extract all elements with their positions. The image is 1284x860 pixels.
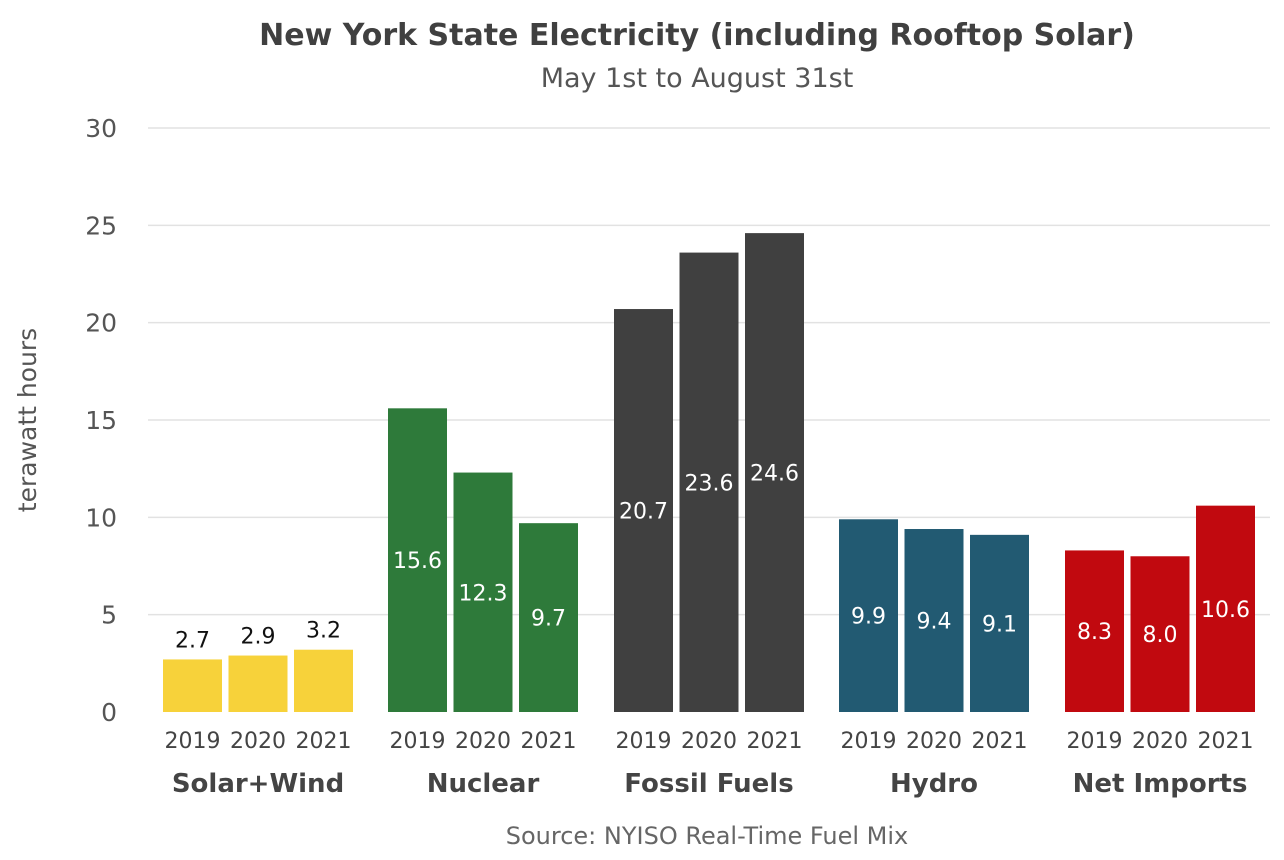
bar (839, 519, 898, 712)
group-label: Net Imports (1073, 769, 1248, 799)
x-tick-label: 2020 (455, 729, 511, 754)
bar (614, 309, 673, 712)
x-tick-label: 2020 (681, 729, 737, 754)
x-tick-label: 2019 (390, 729, 446, 754)
data-label: 9.4 (917, 610, 952, 635)
group-label: Nuclear (427, 769, 540, 799)
data-label: 9.1 (982, 612, 1017, 637)
source-note: Source: NYISO Real-Time Fuel Mix (506, 822, 909, 850)
group-label: Hydro (890, 769, 978, 799)
x-tick-label: 2021 (521, 729, 577, 754)
data-label: 15.6 (393, 549, 442, 574)
x-tick-label: 2020 (906, 729, 962, 754)
chart-title: New York State Electricity (including Ro… (259, 18, 1135, 53)
data-label: 2.7 (175, 628, 210, 653)
y-axis-label: terawatt hours (13, 328, 42, 512)
x-tick-label: 2021 (972, 729, 1028, 754)
data-label: 24.6 (750, 462, 799, 487)
x-tick-label: 2019 (841, 729, 897, 754)
bar (745, 233, 804, 712)
data-label: 8.3 (1077, 620, 1112, 645)
x-tick-label: 2021 (296, 729, 352, 754)
group-label: Fossil Fuels (624, 769, 793, 799)
bar (970, 534, 1029, 712)
bar (163, 659, 222, 712)
group-label: Solar+Wind (172, 769, 344, 799)
y-tick-label: 20 (85, 309, 117, 338)
bar (519, 523, 578, 712)
data-label: 10.6 (1201, 598, 1250, 623)
x-tick-label: 2019 (1067, 729, 1123, 754)
y-tick-label: 0 (101, 698, 117, 727)
x-tick-label: 2021 (747, 729, 803, 754)
x-axis-labels: 2019 2020 2021 Solar+Wind 2019 2020 2021 Nuclea… (165, 729, 1254, 799)
data-label: 23.6 (685, 471, 734, 496)
data-label: 3.2 (306, 619, 341, 644)
data-label: 20.7 (619, 500, 668, 525)
bar (453, 472, 513, 712)
bar (679, 252, 739, 712)
bar (294, 649, 353, 712)
bar (1065, 550, 1124, 712)
bar (1130, 556, 1190, 712)
data-label: 9.7 (531, 607, 566, 632)
x-tick-label: 2020 (1132, 729, 1188, 754)
y-tick-label: 30 (85, 114, 117, 143)
bar (904, 529, 964, 712)
data-label: 8.0 (1143, 623, 1178, 648)
data-label: 2.9 (241, 625, 276, 650)
y-tick-label: 15 (85, 406, 117, 435)
bar (388, 408, 447, 712)
data-labels: 2.7 2.9 3.2 15.6 12.3 9.7 20.7 23.6 24.6 9.9 9.4 9.… (175, 462, 1250, 654)
chart-subtitle: May 1st to August 31st (541, 63, 854, 94)
data-label: 9.9 (851, 605, 886, 630)
y-axis-ticks: 0 5 10 15 20 25 30 (85, 114, 117, 727)
x-tick-label: 2019 (165, 729, 221, 754)
y-tick-label: 10 (85, 503, 117, 532)
x-tick-label: 2019 (616, 729, 672, 754)
x-tick-label: 2020 (230, 729, 286, 754)
y-tick-label: 5 (101, 601, 117, 630)
bar (1196, 505, 1255, 712)
bar (228, 655, 288, 712)
x-tick-label: 2021 (1198, 729, 1254, 754)
y-tick-label: 25 (85, 211, 117, 240)
bars (163, 233, 1255, 712)
data-label: 12.3 (459, 581, 508, 606)
